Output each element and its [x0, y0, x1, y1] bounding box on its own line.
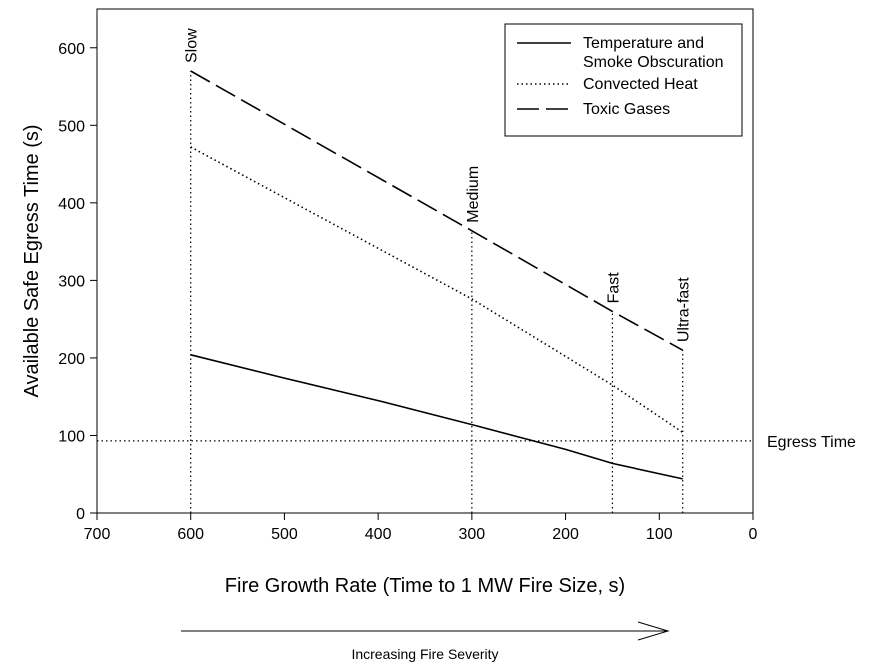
severity-arrow-head — [637, 621, 670, 641]
series-line-toxic-gases — [190, 70, 684, 351]
y-tick-label: 0 — [76, 506, 85, 523]
x-tick-label: 100 — [646, 526, 673, 543]
series-line-temperature-and-smoke-obscuration — [190, 354, 683, 480]
marker-label-medium: Medium — [465, 166, 482, 223]
severity-annotation: Increasing Fire Severity — [181, 621, 670, 662]
y-tick-label: 400 — [58, 196, 85, 213]
x-tick-label: 200 — [552, 526, 579, 543]
y-tick-label: 100 — [58, 428, 85, 445]
legend-label-convected-heat: Convected Heat — [583, 76, 698, 93]
y-tick-label: 600 — [58, 41, 85, 58]
severity-arrow-label: Increasing Fire Severity — [351, 646, 498, 662]
marker-label-fast: Fast — [605, 272, 622, 304]
x-tick-label: 300 — [459, 526, 486, 543]
y-tick-label: 200 — [58, 351, 85, 368]
fire-growth-markers-layer: Slow Medium Fast Ultra-fast — [184, 28, 693, 513]
x-tick-label: 0 — [749, 526, 758, 543]
egress-time-label: Egress Time — [767, 434, 856, 451]
plot-frame — [96, 8, 754, 514]
y-tick-label: 300 — [58, 273, 85, 290]
legend-label-toxic-gases: Toxic Gases — [583, 101, 670, 118]
x-tick-label: 400 — [365, 526, 392, 543]
x-tick-label: 500 — [271, 526, 298, 543]
series-line-convected-heat — [190, 146, 684, 434]
y-tick-label: 500 — [58, 118, 85, 135]
series-layer — [190, 70, 684, 480]
legend-label-temperature-and-smoke-obscuration: Temperature and Smoke Obscuration — [583, 35, 724, 71]
reference-lines-layer: Egress Time — [97, 434, 856, 451]
x-tick-label: 600 — [177, 526, 204, 543]
x-tick-label: 700 — [84, 526, 111, 543]
axes-layer: 700 600 500 400 300 200 100 0 0 100 200 300 400 500 60… — [58, 41, 757, 543]
x-axis-label: Fire Growth Rate (Time to 1 MW Fire Size… — [225, 575, 625, 597]
y-axis-label: Available Safe Egress Time (s) — [21, 124, 43, 397]
marker-label-slow: Slow — [184, 28, 201, 63]
marker-label-ultra-fast: Ultra-fast — [676, 277, 693, 342]
legend: Temperature and Smoke Obscuration Convecte… — [504, 23, 743, 137]
